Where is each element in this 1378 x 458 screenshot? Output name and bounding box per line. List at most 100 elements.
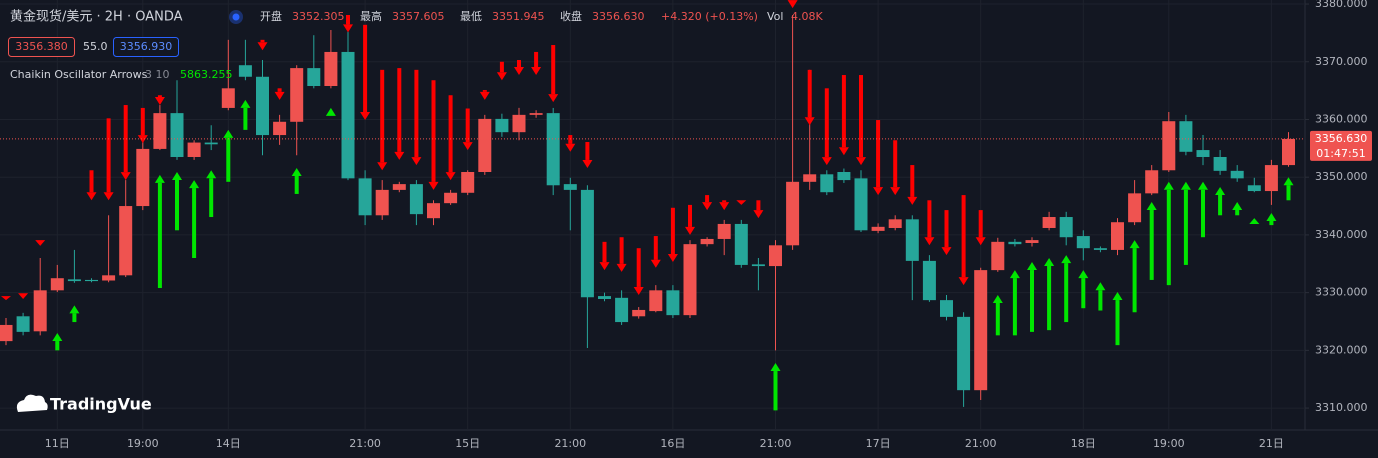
sell-arrow-stem xyxy=(636,248,641,287)
sell-arrow-head xyxy=(103,192,114,201)
buy-arrow xyxy=(52,333,63,351)
buy-arrow-head xyxy=(1129,240,1140,249)
sell-arrow-head xyxy=(120,172,131,181)
sell-arrow-head xyxy=(496,72,507,81)
candle-body xyxy=(67,279,81,282)
buy-arrow-head xyxy=(223,129,234,138)
sell-arrow-stem xyxy=(499,61,504,73)
buy-arrow-stem xyxy=(1166,189,1171,286)
buy-arrow-stem xyxy=(1218,195,1223,216)
x-tick-label: 21日 xyxy=(1259,437,1284,450)
sell-arrow-stem xyxy=(106,118,111,193)
buy-arrow-head xyxy=(1232,202,1243,211)
sell-arrow-head xyxy=(274,91,285,100)
buy-arrow-head xyxy=(291,167,302,176)
candle-body xyxy=(204,142,218,145)
candle-body xyxy=(358,178,372,216)
candle-body xyxy=(1042,217,1056,228)
buy-arrow-head xyxy=(69,305,80,314)
sell-arrow xyxy=(514,60,524,76)
buy-arrow xyxy=(206,170,217,218)
bid-box[interactable] xyxy=(8,37,75,57)
sell-arrow-head xyxy=(548,94,559,103)
candle-body xyxy=(751,264,765,267)
buy-arrow-stem xyxy=(1081,278,1086,309)
candle-body xyxy=(922,260,936,301)
sell-arrow-head xyxy=(411,157,422,166)
sell-arrow xyxy=(445,95,456,181)
candle-body xyxy=(974,270,988,391)
buy-arrow xyxy=(1044,258,1055,331)
sell-arrow-head xyxy=(685,226,695,235)
sell-arrow-head xyxy=(924,237,935,246)
sell-arrow-head xyxy=(137,135,148,144)
sell-arrow-stem xyxy=(961,195,966,278)
buy-arrow xyxy=(1078,270,1089,309)
sell-arrow xyxy=(650,236,661,268)
buy-arrow xyxy=(1146,202,1157,280)
sell-arrow xyxy=(582,141,593,168)
sell-arrow-head xyxy=(856,157,866,166)
buy-arrow xyxy=(992,294,1003,336)
sell-arrow-stem xyxy=(568,135,573,144)
buy-arrow-head xyxy=(52,333,63,342)
sell-arrow-stem xyxy=(123,105,128,173)
candle-body xyxy=(580,189,594,298)
x-tick-label: 16日 xyxy=(660,437,685,450)
sell-arrow-head xyxy=(462,142,473,151)
buy-arrow xyxy=(1027,262,1037,332)
candle-body xyxy=(187,142,201,157)
candle-body xyxy=(734,223,748,265)
ask-box[interactable] xyxy=(113,37,179,57)
buy-arrow-stem xyxy=(294,175,299,194)
ohlc-value: 3351.945 xyxy=(492,10,545,23)
y-tick-label: 3320.000 xyxy=(1315,343,1368,356)
sell-arrow-stem xyxy=(140,107,145,136)
y-tick-label: 3350.000 xyxy=(1315,170,1368,183)
sell-arrow-stem xyxy=(551,45,556,95)
sell-arrow-stem xyxy=(722,200,727,203)
sell-arrow-head xyxy=(753,210,764,219)
symbol-title: 黄金现货/美元 · 2H · OANDA xyxy=(10,9,183,25)
indicator-value: 5863.255 xyxy=(180,68,233,81)
candle-body xyxy=(409,184,423,215)
legend: 黄金现货/美元 · 2H · OANDA 开盘 3352.305 最高 3357… xyxy=(8,9,823,414)
bid-price: 3356.380 xyxy=(15,40,68,53)
sell-arrow xyxy=(838,75,849,156)
sell-arrow xyxy=(154,95,165,106)
buy-arrow xyxy=(1198,181,1208,238)
y-tick-label: 3310.000 xyxy=(1315,401,1368,414)
sell-arrow xyxy=(360,24,371,121)
x-tick-label: 15日 xyxy=(455,437,480,450)
candle-body xyxy=(102,275,116,281)
candle-body xyxy=(341,51,355,179)
candle-body xyxy=(307,68,321,86)
candle-body xyxy=(1145,170,1159,194)
buy-arrow-head xyxy=(240,99,251,108)
x-tick-label: 19:00 xyxy=(127,437,159,450)
sell-arrow xyxy=(804,69,815,126)
buy-arrow-head xyxy=(1095,282,1106,291)
ohlc-value: 3352.305 xyxy=(292,10,345,23)
candle-body xyxy=(1025,240,1039,243)
buy-arrow-stem xyxy=(1064,263,1069,323)
sell-arrow xyxy=(599,241,610,271)
buy-arrow-head xyxy=(1027,262,1037,271)
buy-arrow-head xyxy=(1215,187,1226,196)
sell-arrow xyxy=(103,118,114,201)
buy-arrow-head xyxy=(1266,212,1277,221)
sell-arrow xyxy=(924,200,935,246)
sell-arrow-stem xyxy=(380,69,385,163)
buy-arrow xyxy=(223,129,234,182)
sell-arrow-head xyxy=(599,262,610,271)
candle-body xyxy=(221,88,235,108)
sell-arrow-head xyxy=(804,117,815,126)
buy-arrow-stem xyxy=(72,313,77,323)
sell-arrow xyxy=(685,204,695,235)
sell-arrow-stem xyxy=(277,88,282,92)
sell-arrow xyxy=(907,165,918,205)
candle-body xyxy=(1264,165,1278,192)
sell-arrow-stem xyxy=(619,237,624,264)
buy-arrow-stem xyxy=(1183,189,1188,265)
sell-arrow-stem xyxy=(465,108,470,143)
